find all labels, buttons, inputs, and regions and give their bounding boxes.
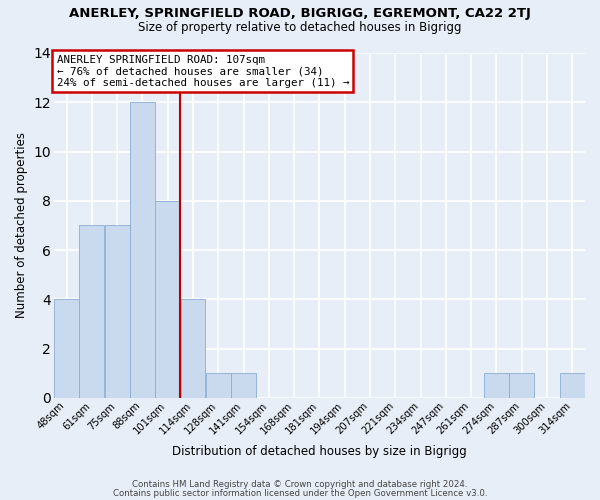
Text: Contains public sector information licensed under the Open Government Licence v3: Contains public sector information licen… [113,488,487,498]
Text: Size of property relative to detached houses in Bigrigg: Size of property relative to detached ho… [138,21,462,34]
Bar [105,226,130,398]
Bar [206,373,231,398]
Bar [155,201,180,398]
Text: ANERLEY, SPRINGFIELD ROAD, BIGRIGG, EGREMONT, CA22 2TJ: ANERLEY, SPRINGFIELD ROAD, BIGRIGG, EGRE… [69,8,531,20]
Bar [509,373,534,398]
Bar [79,226,104,398]
Bar [560,373,585,398]
Bar [484,373,509,398]
Y-axis label: Number of detached properties: Number of detached properties [15,132,28,318]
X-axis label: Distribution of detached houses by size in Bigrigg: Distribution of detached houses by size … [172,444,467,458]
Bar [130,102,155,398]
Text: Contains HM Land Registry data © Crown copyright and database right 2024.: Contains HM Land Registry data © Crown c… [132,480,468,489]
Bar [231,373,256,398]
Text: ANERLEY SPRINGFIELD ROAD: 107sqm
← 76% of detached houses are smaller (34)
24% o: ANERLEY SPRINGFIELD ROAD: 107sqm ← 76% o… [56,54,349,88]
Bar [54,300,79,398]
Bar [181,300,205,398]
